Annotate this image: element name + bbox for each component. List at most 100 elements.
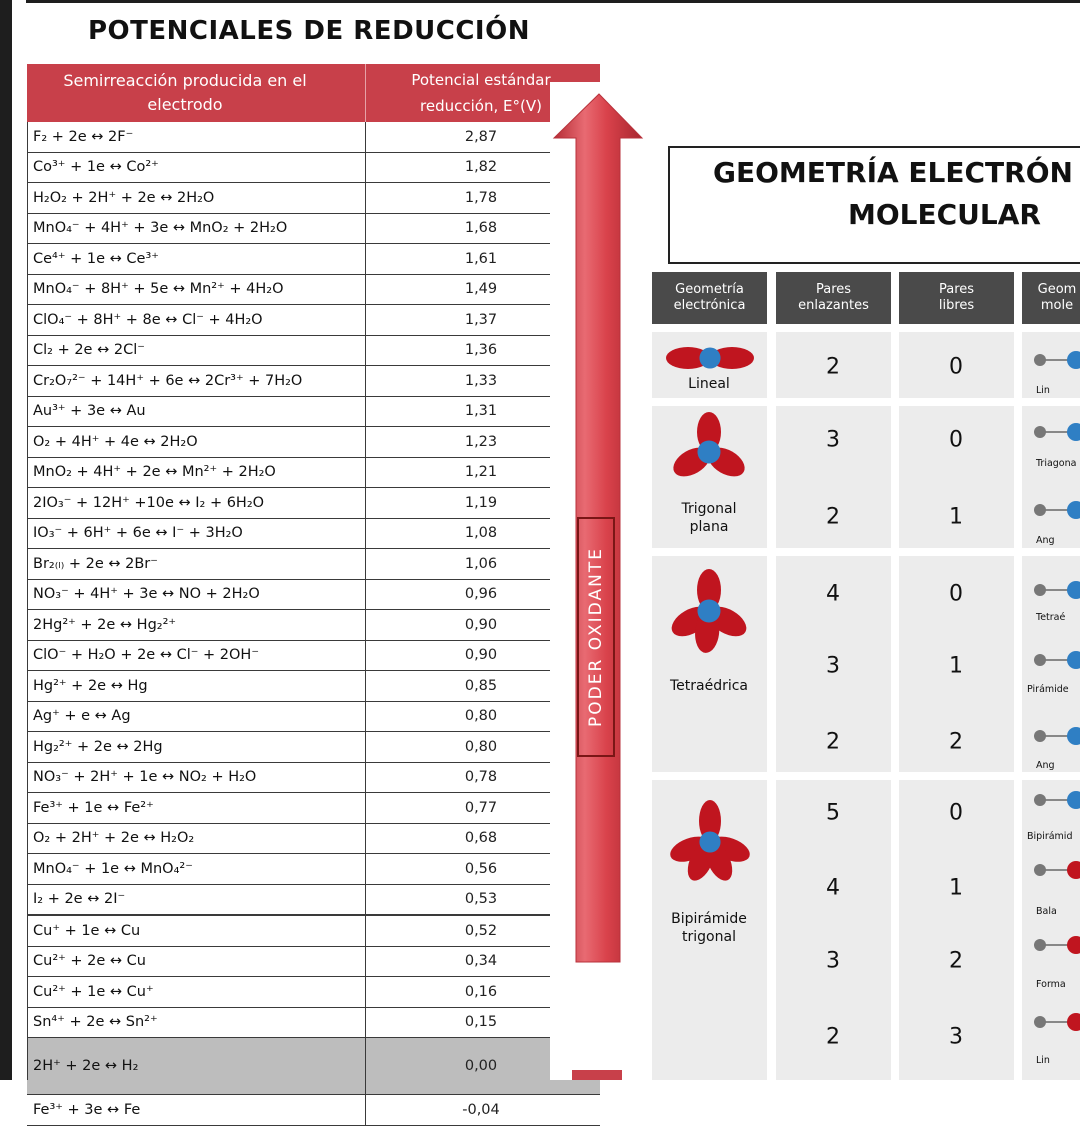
trigonal-planar-orbital-model	[673, 412, 745, 477]
lone-pairs: 1	[949, 653, 963, 679]
molecular-geometry-label: Bala	[1036, 906, 1057, 917]
molecular-geometry-label: Forma	[1036, 979, 1066, 990]
reaction-row: Co³⁺ + 1e ↔ Co²⁺ 1,82	[27, 152, 600, 183]
standard-potential: 0,80	[365, 701, 596, 731]
reaction-row: 2Hg²⁺ + 2e ↔ Hg₂²⁺ 0,90	[27, 610, 600, 641]
standard-potential: 1,21	[365, 457, 596, 487]
reaction-row: Ce⁴⁺ + 1e ↔ Ce³⁺ 1,61	[27, 244, 600, 275]
lone-pairs: 1	[949, 875, 963, 901]
half-reaction: Hg₂²⁺ + 2e ↔ 2Hg	[33, 738, 163, 755]
header-line: electrónica	[673, 298, 746, 313]
header-line: electrodo	[147, 95, 223, 114]
standard-potential: -0,04	[365, 1095, 596, 1125]
arrow-label-box	[577, 517, 615, 757]
geometry-column-header: Pares libres	[899, 272, 1014, 324]
header-line: reducción, E°(V)	[420, 97, 542, 115]
label-line: Bipirámide	[671, 911, 747, 927]
bonding-pairs: 3	[826, 948, 840, 974]
geometry-column-header: Geometría electrónica	[652, 272, 767, 324]
reaction-row: I₂ + 2e ↔ 2I⁻ 0,53	[27, 884, 600, 915]
molecular-geometry-label: Ang	[1036, 760, 1055, 771]
header-line: Pares	[815, 282, 852, 297]
header-line: enlazantes	[798, 298, 869, 313]
molecule-ball-stick-icon	[1034, 936, 1080, 954]
geometry-cell	[899, 556, 1014, 772]
standard-potential: 1,23	[365, 427, 596, 457]
standard-potential: 1,36	[365, 335, 596, 365]
geometry-cell	[1022, 780, 1080, 1080]
electron-geometry-label: Tetraédrica	[670, 677, 748, 695]
standard-potential: 1,06	[365, 549, 596, 579]
geometry-cell	[899, 406, 1014, 548]
half-reaction: NO₃⁻ + 4H⁺ + 3e ↔ NO + 2H₂O	[33, 586, 260, 603]
reaction-row: Cr₂O₇²⁻ + 14H⁺ + 6e ↔ 2Cr³⁺ + 7H₂O 1,33	[27, 366, 600, 397]
geometry-title-line1: GEOMETRÍA ELECTRÓN	[713, 156, 1073, 189]
reaction-row: 2IO₃⁻ + 12H⁺ +10e ↔ I₂ + 6H₂O 1,19	[27, 488, 600, 519]
standard-potential: 0,00	[365, 1038, 596, 1094]
molecule-ball-stick-icon	[1034, 861, 1080, 879]
standard-potential: 1,37	[365, 305, 596, 335]
half-reaction: Cu²⁺ + 1e ↔ Cu⁺	[33, 983, 154, 1000]
label-line: Tetraédrica	[669, 678, 749, 694]
standard-potential: 1,49	[365, 274, 596, 304]
half-reaction: Sn⁴⁺ + 2e ↔ Sn²⁺	[33, 1014, 158, 1031]
reaction-row: Hg₂²⁺ + 2e ↔ 2Hg 0,80	[27, 732, 600, 763]
standard-potential: 0,90	[365, 640, 596, 670]
reaction-row: MnO₄⁻ + 4H⁺ + 3e ↔ MnO₂ + 2H₂O 1,68	[27, 213, 600, 244]
lone-pairs: 2	[949, 948, 963, 974]
standard-potential: 1,61	[365, 244, 596, 274]
header-line: Geom	[1037, 282, 1077, 297]
geometry-column-header: Geom mole	[1022, 272, 1080, 324]
half-reaction: ClO⁻ + H₂O + 2e ↔ Cl⁻ + 2OH⁻	[33, 647, 259, 664]
standard-potential: 1,19	[365, 488, 596, 518]
trigonal-bipyramidal-orbital-model	[670, 800, 750, 881]
electron-geometry-label: Bipirámide trigonal	[671, 910, 747, 946]
reaction-row: Fe³⁺ + 1e ↔ Fe²⁺ 0,77	[27, 793, 600, 824]
molecule-ball-stick-icon	[1034, 423, 1080, 441]
standard-potential: 0,16	[365, 977, 596, 1007]
geometry-cell	[776, 406, 891, 548]
half-reaction: O₂ + 2H⁺ + 2e ↔ H₂O₂	[33, 830, 195, 847]
reaction-row: Cu²⁺ + 1e ↔ Cu⁺ 0,16	[27, 977, 600, 1008]
molecular-geometry-label: Lin	[1036, 385, 1050, 396]
table-left-border	[27, 122, 28, 1080]
header-line: libres	[938, 298, 975, 313]
bonding-pairs: 2	[826, 1024, 840, 1050]
geometry-cell	[899, 780, 1014, 1080]
standard-potential: 1,08	[365, 518, 596, 548]
standard-potential: 1,33	[365, 366, 596, 396]
half-reaction: Co³⁺ + 1e ↔ Co²⁺	[33, 159, 159, 176]
reaction-row: Cl₂ + 2e ↔ 2Cl⁻ 1,36	[27, 335, 600, 366]
standard-potential: 0,52	[365, 916, 596, 946]
geometry-column-header: Pares enlazantes	[776, 272, 891, 324]
bonding-pairs: 4	[826, 875, 840, 901]
reaction-row: Cu²⁺ + 2e ↔ Cu 0,34	[27, 946, 600, 977]
standard-potential: 0,34	[365, 946, 596, 976]
reaction-row: H₂O₂ + 2H⁺ + 2e ↔ 2H₂O 1,78	[27, 183, 600, 214]
reaction-row: ClO₄⁻ + 8H⁺ + 8e ↔ Cl⁻ + 4H₂O 1,37	[27, 305, 600, 336]
label-line: plana	[689, 519, 729, 535]
lone-pairs: 3	[949, 1024, 963, 1050]
geometry-cell	[776, 780, 891, 1080]
standard-potential: 1,68	[365, 213, 596, 243]
geometry-cell	[776, 556, 891, 772]
lone-pairs: 0	[949, 800, 963, 826]
reaction-row: NO₃⁻ + 2H⁺ + 1e ↔ NO₂ + H₂O 0,78	[27, 762, 600, 793]
standard-potential: 0,77	[365, 793, 596, 823]
electron-geometry-label: Trigonal plana	[682, 500, 737, 536]
lone-pairs: 0	[949, 427, 963, 453]
lone-pairs: 2	[949, 729, 963, 755]
half-reaction: Cu⁺ + 1e ↔ Cu	[33, 922, 141, 939]
geometry-title-box	[668, 146, 1080, 264]
bonding-pairs: 4	[826, 581, 840, 607]
molecule-ball-stick-icon	[1034, 651, 1080, 669]
standard-potential: 0,96	[365, 579, 596, 609]
reaction-row: Hg²⁺ + 2e ↔ Hg 0,85	[27, 671, 600, 702]
standard-potential: 0,15	[365, 1007, 596, 1037]
reaction-row: Cu⁺ + 1e ↔ Cu 0,52	[27, 915, 600, 947]
half-reaction: O₂ + 4H⁺ + 4e ↔ 2H₂O	[33, 433, 198, 450]
half-reaction: 2H⁺ + 2e ↔ H₂	[33, 1058, 139, 1074]
reaction-row: Au³⁺ + 3e ↔ Au 1,31	[27, 396, 600, 427]
half-reaction: I₂ + 2e ↔ 2I⁻	[33, 891, 126, 908]
half-reaction: Hg²⁺ + 2e ↔ Hg	[33, 677, 148, 694]
